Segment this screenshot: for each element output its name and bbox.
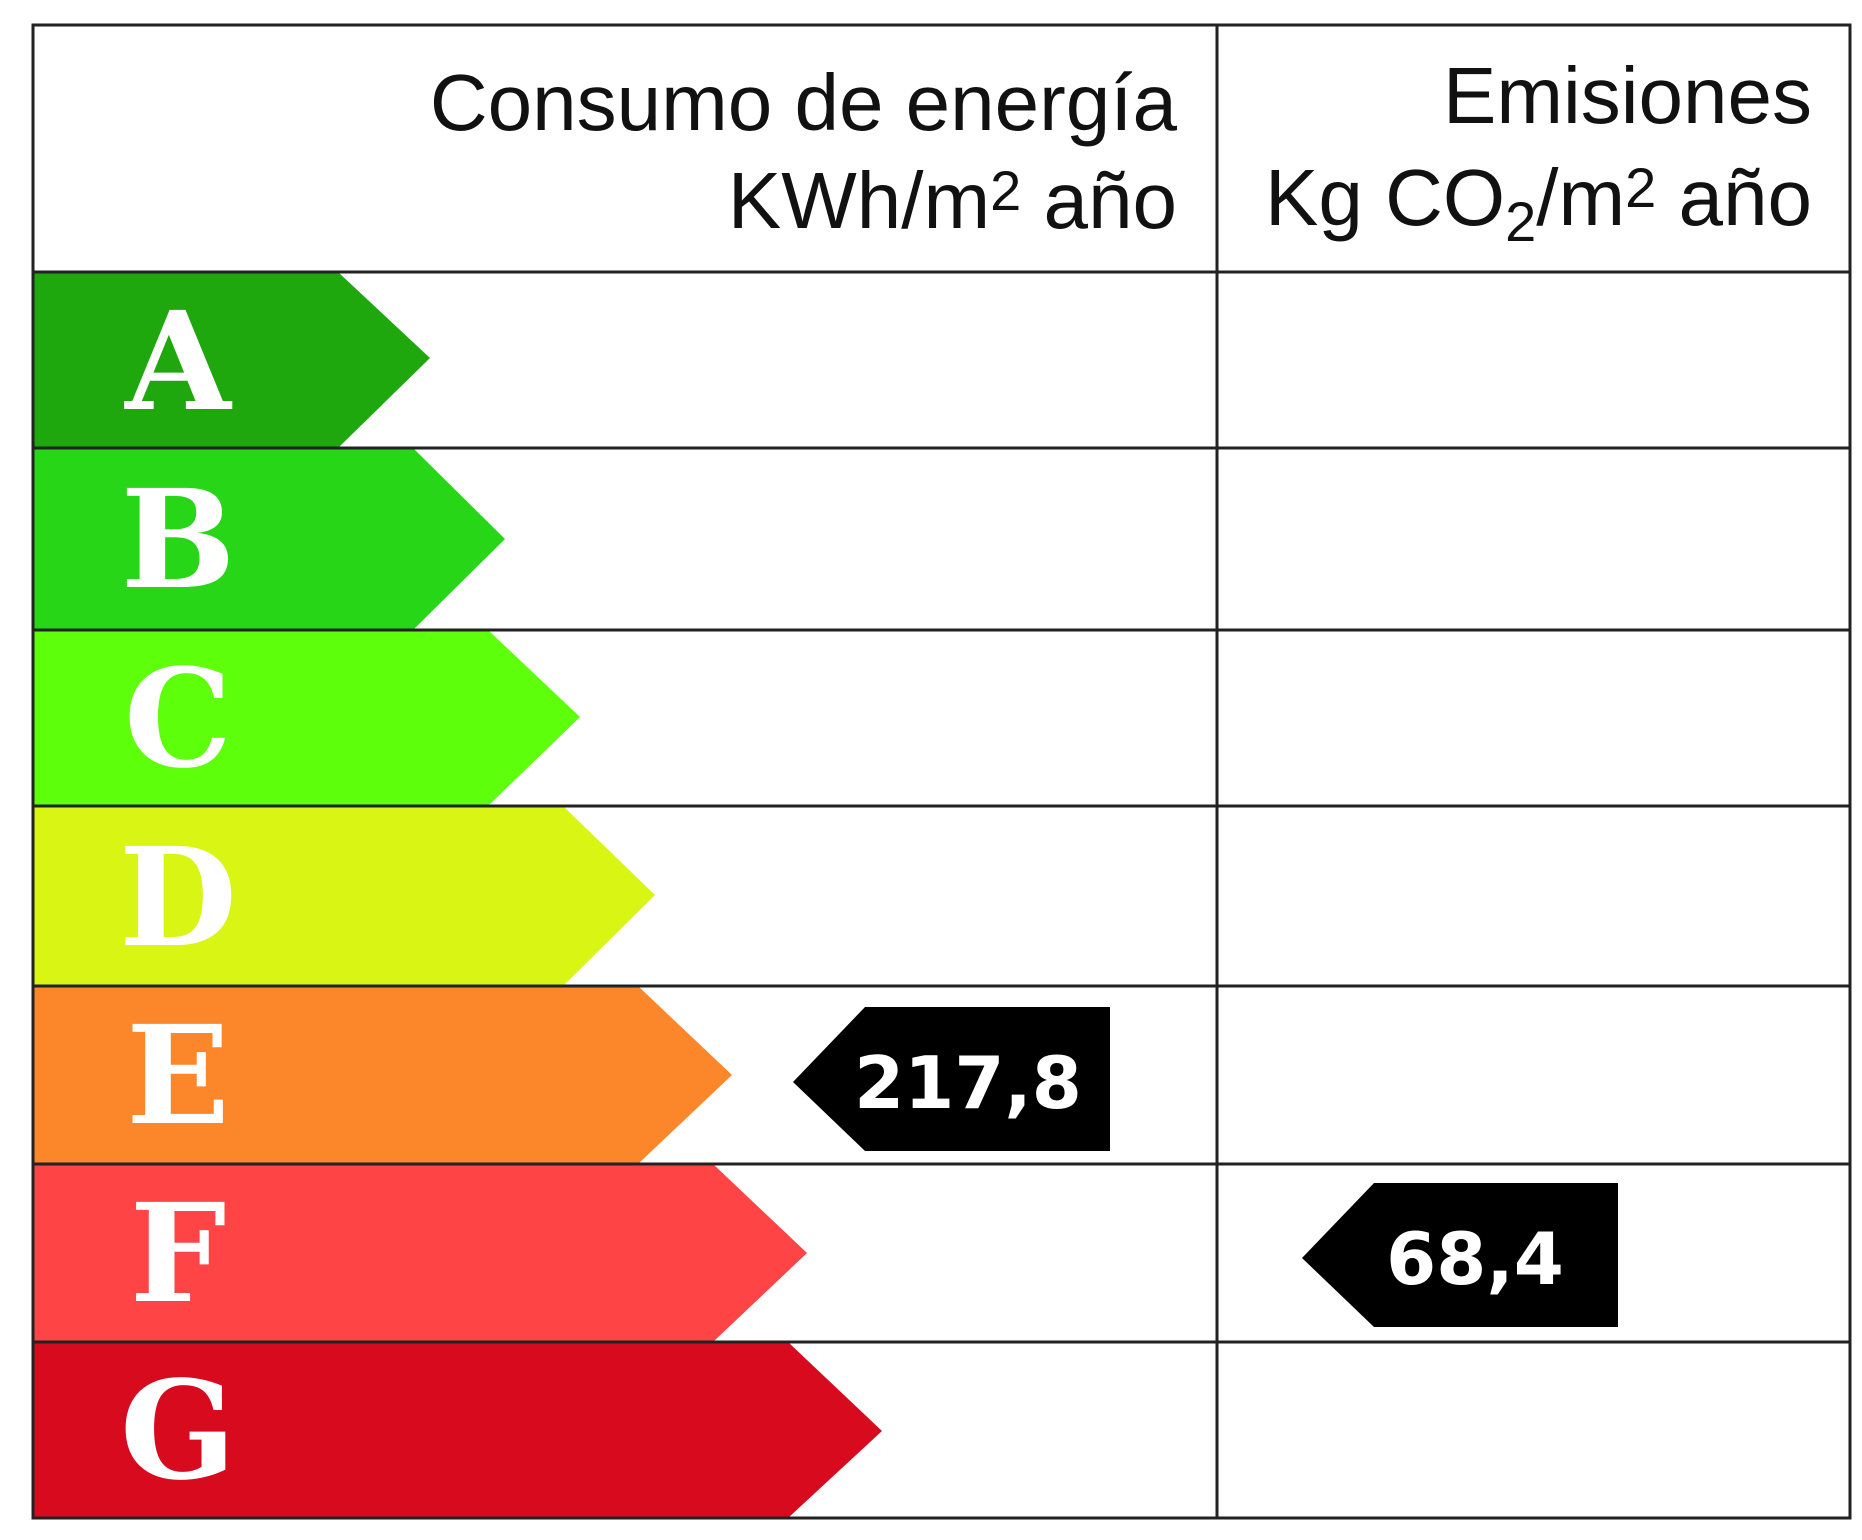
emissions-rating-value: 68,4 bbox=[1386, 1217, 1564, 1301]
class-bar-b bbox=[33, 448, 505, 630]
energy-unit-base: KWh/m bbox=[728, 156, 990, 245]
table-grid bbox=[31, 23, 1852, 1520]
class-bar-c bbox=[33, 630, 580, 806]
energy-unit-sup: 2 bbox=[990, 159, 1021, 222]
class-letter-e: E bbox=[126, 996, 230, 1156]
emissions-rating-marker bbox=[1302, 1183, 1618, 1327]
class-letter-a: A bbox=[123, 282, 233, 442]
class-bar-f bbox=[33, 1164, 807, 1342]
energy-rating-value: 217,8 bbox=[854, 1041, 1082, 1125]
class-bar-a bbox=[33, 272, 430, 448]
emissions-unit-base: Kg CO bbox=[1265, 153, 1505, 242]
energy-header-title: Consumo de energía bbox=[430, 58, 1178, 147]
class-letter-b: B bbox=[121, 460, 236, 620]
emissions-unit-sub: 2 bbox=[1505, 190, 1536, 253]
emissions-header-unit: Kg CO2/m2 año bbox=[1265, 153, 1812, 253]
class-letter-d: D bbox=[119, 818, 237, 978]
emissions-unit-sup: 2 bbox=[1625, 156, 1656, 219]
emissions-header-title: Emisiones bbox=[1443, 51, 1812, 140]
energy-unit-year: año bbox=[1021, 156, 1177, 245]
class-bar-g bbox=[33, 1342, 882, 1518]
class-letter-c: C bbox=[124, 639, 232, 799]
emissions-unit-year: año bbox=[1656, 153, 1812, 242]
class-letter-g: G bbox=[120, 1351, 236, 1511]
class-letter-f: F bbox=[130, 1174, 227, 1334]
energy-rating-marker bbox=[793, 1007, 1110, 1151]
class-bar-d bbox=[33, 806, 655, 986]
emissions-unit-per-m: /m bbox=[1536, 153, 1625, 242]
class-bar-e bbox=[33, 986, 732, 1164]
energy-header-unit: KWh/m2 año bbox=[728, 156, 1177, 245]
